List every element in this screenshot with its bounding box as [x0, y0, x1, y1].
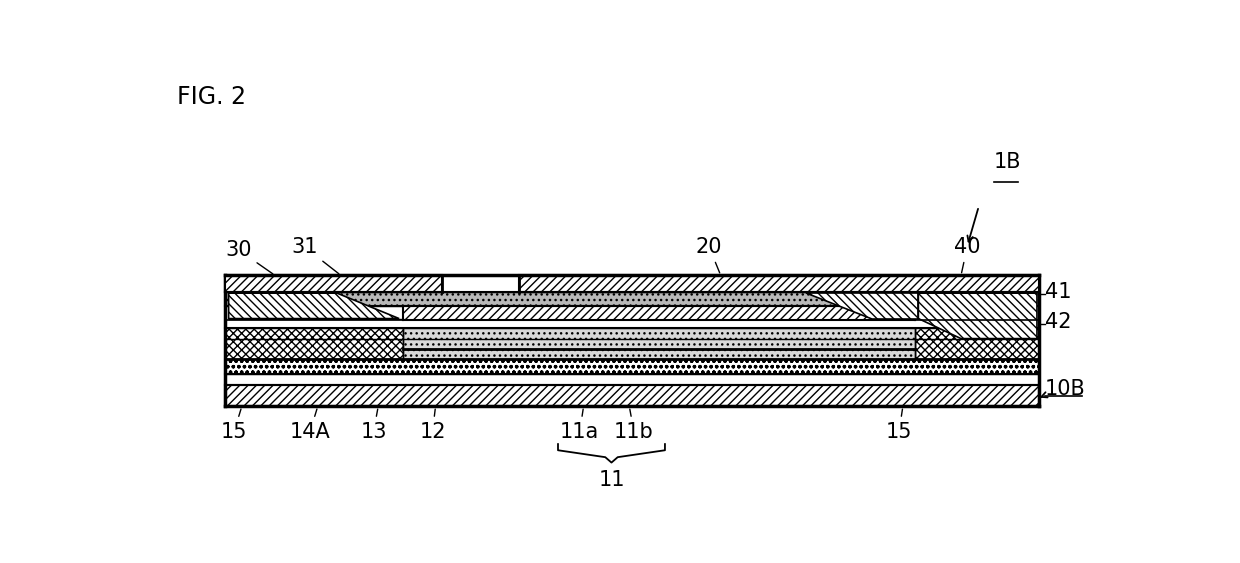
- Text: 12: 12: [419, 409, 445, 442]
- Text: 20: 20: [696, 237, 723, 273]
- Text: 10B: 10B: [1044, 379, 1085, 399]
- Bar: [224, 385, 1039, 406]
- Text: 11b: 11b: [614, 409, 653, 442]
- Bar: [224, 359, 1039, 374]
- Bar: [915, 328, 1039, 359]
- Text: 11a: 11a: [560, 409, 599, 442]
- Polygon shape: [228, 293, 399, 319]
- Text: 15: 15: [221, 409, 247, 442]
- Text: 30: 30: [226, 240, 273, 274]
- Text: 31: 31: [291, 237, 339, 274]
- Text: 14A: 14A: [290, 409, 330, 442]
- Text: 41: 41: [1044, 282, 1071, 302]
- Polygon shape: [806, 293, 919, 319]
- Bar: [224, 275, 441, 292]
- Bar: [403, 328, 915, 359]
- Text: FIG. 2: FIG. 2: [176, 84, 246, 109]
- Bar: [403, 306, 915, 320]
- Bar: [224, 328, 403, 359]
- Text: 40: 40: [954, 237, 981, 272]
- Bar: [520, 275, 1039, 292]
- Polygon shape: [919, 293, 1037, 338]
- Text: 13: 13: [361, 409, 387, 442]
- Text: 42: 42: [1044, 312, 1071, 332]
- Text: 1B: 1B: [993, 151, 1021, 172]
- Text: 15: 15: [885, 409, 913, 442]
- Text: 11: 11: [598, 470, 625, 490]
- Bar: [224, 292, 1039, 306]
